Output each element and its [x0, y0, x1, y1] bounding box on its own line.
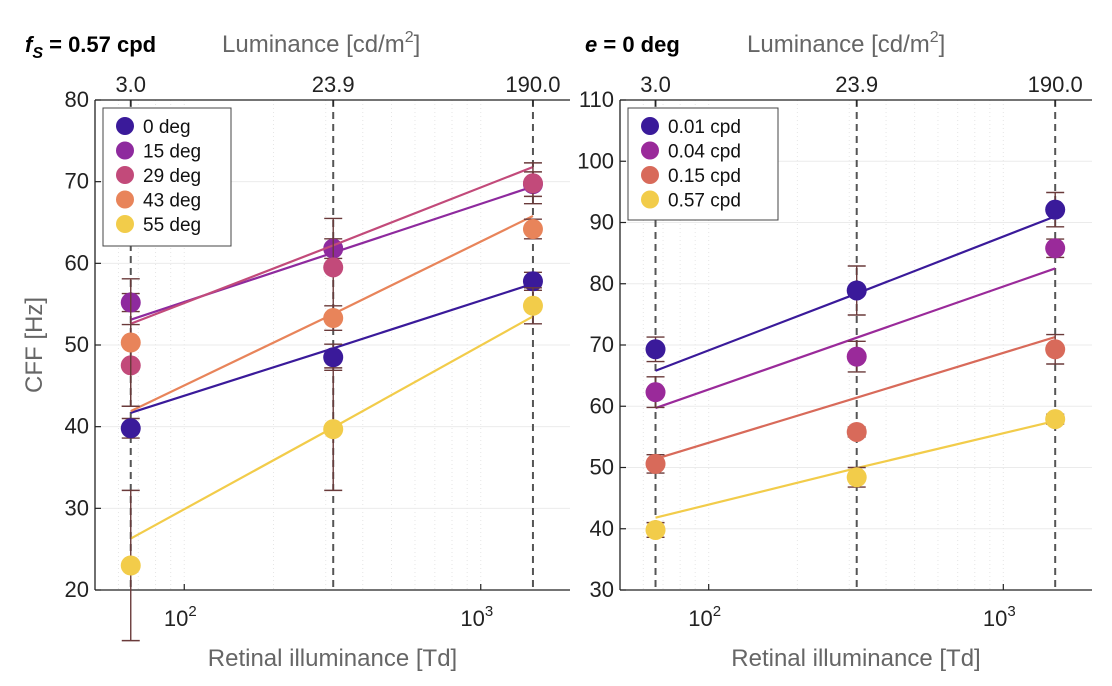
- x-axis-label: Retinal illuminance [Td]: [208, 645, 457, 672]
- y-tick-label: 80: [65, 87, 89, 112]
- y-tick-label: 30: [590, 577, 614, 602]
- y-tick-label: 40: [590, 516, 614, 541]
- legend-marker: [641, 117, 659, 135]
- series-1: [120, 271, 543, 439]
- legend-marker: [116, 141, 134, 160]
- x-axis-label: Retinal illuminance [Td]: [731, 645, 980, 672]
- data-point: [1045, 409, 1066, 430]
- y-tick-label: 60: [65, 250, 89, 275]
- y-tick-label: 110: [579, 87, 614, 112]
- data-point: [323, 308, 344, 329]
- data-point: [645, 519, 666, 540]
- data-point: [645, 453, 666, 474]
- data-point: [323, 257, 344, 278]
- data-point: [846, 421, 867, 442]
- panel-2: 30 40 50 60 70 80 90 100 110 102 103 3.0 23.9 190.0 Lu…: [577, 29, 1092, 672]
- data-point: [323, 419, 344, 440]
- data-point: [846, 346, 867, 367]
- legend-marker: [116, 215, 134, 233]
- top-tick-label: 190.0: [505, 72, 560, 97]
- top-tick-label: 3.0: [640, 72, 671, 97]
- top-tick-label: 23.9: [312, 72, 355, 97]
- data-point: [120, 418, 141, 439]
- legend-label: 0.04 cpd: [668, 142, 741, 163]
- series-3: [645, 333, 1066, 474]
- y-tick-label: 40: [65, 414, 89, 439]
- legend-label: 43 deg: [143, 191, 201, 212]
- series-4: [645, 409, 1066, 540]
- top-tick-label: 3.0: [115, 72, 146, 97]
- legend-marker: [641, 141, 659, 160]
- legend-marker: [116, 166, 134, 184]
- legend-label: 0 deg: [143, 117, 191, 138]
- panel-title: fS = 0.57 cpd: [25, 32, 156, 62]
- legend-label: 55 deg: [143, 215, 201, 236]
- y-tick-label: 80: [590, 271, 614, 296]
- y-tick-label: 70: [590, 332, 614, 357]
- legend-marker: [116, 117, 134, 135]
- data-point: [1045, 199, 1066, 220]
- y-tick-label: 30: [65, 495, 89, 520]
- legend-label: 0.15 cpd: [668, 166, 741, 187]
- data-point: [645, 382, 666, 403]
- top-tick-label: 190.0: [1028, 72, 1083, 97]
- data-point: [522, 295, 543, 316]
- y-tick-label: 60: [590, 393, 614, 418]
- data-point: [120, 555, 141, 576]
- y-tick-label: 90: [590, 210, 614, 235]
- data-point: [323, 347, 344, 368]
- series-1: [645, 191, 1066, 372]
- x-tick-label: 102: [688, 603, 721, 631]
- legend-marker: [641, 190, 659, 209]
- data-point: [846, 280, 867, 301]
- data-point: [846, 467, 867, 488]
- panel-1: 20 30 40 50 60 70 80 102 103 3.0 23.9 190.0 Luminanc…: [21, 29, 570, 672]
- data-point: [1045, 339, 1066, 360]
- legend: 0 deg 15 deg 29 deg 43 deg 55 deg: [102, 107, 232, 247]
- top-axis-label: Luminance [cd/m2]: [222, 29, 420, 58]
- data-point: [120, 332, 141, 353]
- x-tick-label: 103: [460, 603, 493, 631]
- fit-line: [655, 267, 1056, 410]
- data-point: [522, 271, 543, 292]
- x-tick-label: 102: [164, 603, 197, 631]
- panel-title: e = 0 deg: [585, 32, 680, 57]
- legend-marker: [641, 166, 659, 184]
- top-tick-label: 23.9: [835, 72, 878, 97]
- legend: 0.01 cpd 0.04 cpd 0.15 cpd 0.57 cpd: [627, 107, 779, 221]
- legend-marker: [116, 190, 134, 209]
- y-axis-label: CFF [Hz]: [21, 297, 48, 393]
- y-tick-label: 100: [577, 148, 614, 173]
- data-point: [645, 339, 666, 360]
- data-point: [1045, 238, 1066, 259]
- series-5: [120, 287, 543, 642]
- data-point: [522, 219, 543, 240]
- y-tick-label: 70: [65, 169, 89, 194]
- data-point: [522, 173, 543, 194]
- legend-label: 0.57 cpd: [668, 191, 741, 212]
- legend-label: 0.01 cpd: [668, 117, 741, 138]
- legend-label: 29 deg: [143, 166, 201, 187]
- top-axis-label: Luminance [cd/m2]: [747, 29, 945, 58]
- y-tick-label: 20: [65, 577, 89, 602]
- y-tick-label: 50: [590, 455, 614, 480]
- x-tick-label: 103: [983, 603, 1016, 631]
- fit-line: [655, 335, 1056, 460]
- series-4: [120, 214, 543, 413]
- series-2: [645, 238, 1066, 410]
- y-tick-label: 50: [65, 332, 89, 357]
- legend-label: 15 deg: [143, 142, 201, 163]
